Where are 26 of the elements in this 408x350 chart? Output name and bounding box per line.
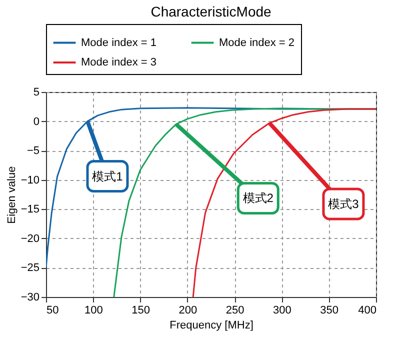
x-tick-label: 400 <box>358 304 376 316</box>
y-tick-label: −20 <box>20 232 40 245</box>
annotation: 模式1 <box>92 169 124 184</box>
y-tick-label: 5 <box>33 86 40 98</box>
y-tick-label: −30 <box>20 292 40 304</box>
y-tick-label: −5 <box>26 145 40 158</box>
y-axis-title: Eigen value <box>6 166 18 224</box>
annotation: 模式3 <box>328 197 360 212</box>
legend-label: Mode index = 1 <box>81 36 157 49</box>
y-tick-label: −10 <box>20 174 40 186</box>
x-tick-label: 150 <box>132 304 150 316</box>
x-tick-label: 350 <box>320 304 339 316</box>
chart-title: CharacteristicMode <box>150 4 272 20</box>
y-tick-label: 0 <box>33 116 40 128</box>
y-tick-label: −15 <box>20 204 40 216</box>
x-tick-label: 200 <box>178 304 198 316</box>
x-axis-title: Frequency [MHz] <box>170 320 254 332</box>
x-tick-label: 50 <box>46 304 59 316</box>
y-tick-label: −25 <box>20 262 40 274</box>
line-series <box>192 108 376 297</box>
x-tick-label: 100 <box>84 304 103 316</box>
x-tick-label: 300 <box>273 304 292 316</box>
annotation: 模式2 <box>242 191 274 206</box>
legend-label: Mode index = 3 <box>81 56 157 68</box>
x-tick-label: 250 <box>226 304 244 316</box>
legend-label: Mode index = 2 <box>219 36 295 49</box>
